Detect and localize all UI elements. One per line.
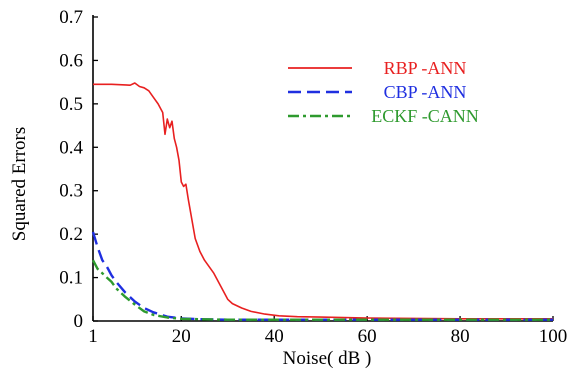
y-tick-label: 0.5 — [59, 94, 83, 115]
series-line-rbp-ann — [93, 82, 553, 320]
x-tick-label: 20 — [172, 326, 191, 347]
y-tick-label: 0.3 — [59, 181, 83, 202]
x-tick-label: 80 — [451, 326, 470, 347]
y-tick-label: 0.6 — [59, 50, 83, 71]
y-tick-label: 0.2 — [59, 224, 83, 245]
legend-label: RBP -ANN — [384, 58, 467, 78]
tick-marks: 0 0.1 0.2 0.3 0.4 0.5 0.6 0.7 1 20 40 60 80 100 — [59, 7, 567, 347]
x-tick-label: 40 — [265, 326, 284, 347]
legend: RBP -ANN CBP -ANN ECKF -CANN — [288, 58, 479, 126]
y-tick-label: 0.1 — [59, 268, 83, 289]
series-line-eckf-cann — [91, 259, 553, 321]
y-tick-label: 0 — [74, 311, 84, 332]
legend-label: CBP -ANN — [384, 82, 467, 102]
y-tick-label: 0.7 — [59, 7, 83, 28]
y-tick-label: 0.4 — [59, 137, 83, 158]
x-tick-label: 1 — [88, 326, 98, 347]
series-line-cbp-ann — [91, 231, 553, 321]
x-tick-label: 60 — [358, 326, 377, 347]
x-axis-title: Noise( dB ) — [283, 348, 372, 369]
x-tick-label: 100 — [539, 326, 568, 347]
legend-label: ECKF -CANN — [371, 106, 479, 126]
y-axis-title: Squared Errors — [9, 127, 30, 242]
series-lines — [91, 82, 553, 321]
axes — [92, 15, 553, 322]
